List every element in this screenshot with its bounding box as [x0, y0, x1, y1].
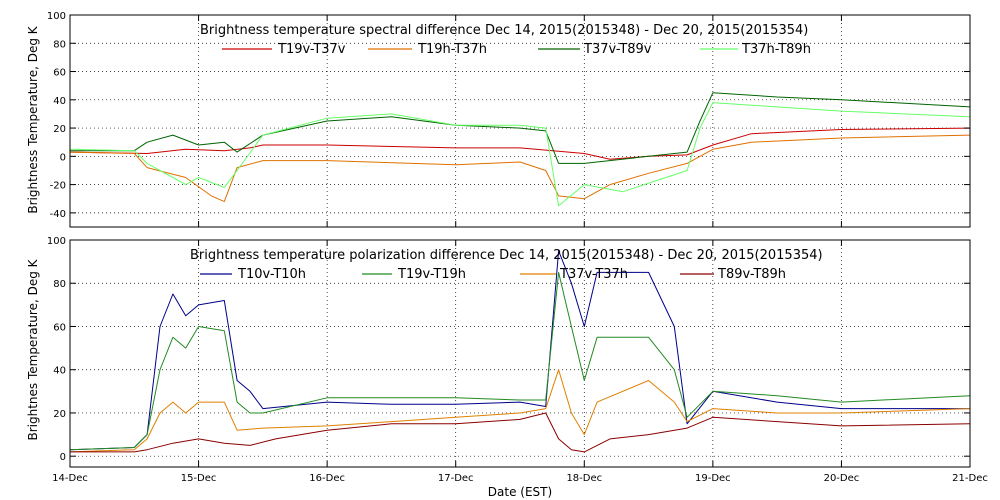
- spectral-series-t19v-t37v: [69, 127, 971, 160]
- spectral-legend-label-t19h-t37h: T19h-T37h: [417, 42, 487, 57]
- polarization-chart-title: Brightness temperature polarization diff…: [190, 248, 823, 263]
- spectral-y-tick-label: 100: [47, 11, 66, 22]
- spectral-series-t37h-t89h: [69, 102, 971, 207]
- spectral-legend-label-t19v-t37v: T19v-T37v: [277, 42, 346, 57]
- spectral-series-layer: [69, 92, 971, 207]
- polarization-series-t89v-t89h: [70, 412, 971, 453]
- x-tick-label-17-dec: 17-Dec: [438, 473, 474, 484]
- polarization-series-t37v-t37h: [69, 369, 971, 453]
- spectral-y-tick-label: 0: [60, 152, 66, 163]
- polarization-legend-label-t37v-t37h: T37v-T37h: [559, 267, 628, 282]
- polarization-legend: T10v-T10h T19v-T19h T37v-T37h T89v-T89h: [200, 267, 786, 282]
- spectral-chart-title: Brightness temperature spectral differen…: [200, 23, 808, 38]
- polarization-x-axis-title: Date (EST): [488, 485, 552, 499]
- polarization-difference-panel: 14-Dec 15-Dec 16-Dec 17-Dec 18-Dec 19-Dec 20-D…: [26, 236, 988, 499]
- x-tick-label-21-dec: 21-Dec: [952, 473, 988, 484]
- spectral-y-tick-label: -20: [50, 181, 66, 192]
- spectral-legend-label-t37v-t89v: T37v-T89v: [583, 42, 652, 57]
- spectral-y-tick-label: -40: [50, 209, 66, 220]
- polarization-y-tick-label: 20: [53, 409, 66, 420]
- x-tick-label-16-dec: 16-Dec: [309, 473, 345, 484]
- polarization-series-layer: [69, 250, 971, 453]
- spectral-legend-label-t37h-t89h: T37h-T89h: [741, 42, 811, 57]
- spectral-ticks: -40 -20 0 20 40 60 80 100: [47, 11, 971, 227]
- spectral-legend: T19v-T37v T19h-T37h T37v-T89v T37h-T89h: [222, 42, 811, 57]
- spectral-y-tick-label: 80: [53, 39, 66, 50]
- spectral-y-tick-label: 40: [53, 96, 66, 107]
- polarization-legend-label-t10v-t10h: T10v-T10h: [237, 267, 306, 282]
- polarization-series-t19v-t19h: [69, 271, 971, 451]
- x-tick-label-20-dec: 20-Dec: [824, 473, 860, 484]
- polarization-legend-label-t19v-t19h: T19v-T19h: [397, 267, 466, 282]
- spectral-series-t37v-t89v: [70, 92, 971, 164]
- polarization-series-t10v-t10h: [69, 250, 970, 451]
- spectral-y-axis-title: Brightness Temperature, Deg K: [26, 25, 40, 213]
- polarization-y-axis-title: Brightnes Temperature, Deg K: [26, 258, 40, 440]
- spectral-grid: [70, 15, 970, 227]
- spectral-difference-panel: -40 -20 0 20 40 60 80 100 Brightness temperatur…: [26, 11, 971, 228]
- spectral-y-tick-label: 20: [53, 124, 66, 135]
- spectral-y-tick-label: 60: [53, 68, 66, 79]
- x-tick-label-14-dec: 14-Dec: [52, 473, 88, 484]
- polarization-y-tick-label: 80: [53, 279, 66, 290]
- x-tick-label-15-dec: 15-Dec: [181, 473, 217, 484]
- polarization-plot-frame: [69, 239, 971, 468]
- x-tick-label-19-dec: 19-Dec: [695, 473, 731, 484]
- polarization-y-tick-label: 0: [60, 452, 66, 463]
- polarization-y-tick-label: 100: [47, 236, 66, 247]
- x-tick-label-18-dec: 18-Dec: [566, 473, 602, 484]
- polarization-y-tick-label: 60: [53, 322, 66, 333]
- polarization-y-tick-label: 40: [53, 366, 66, 377]
- polarization-ticks: 14-Dec 15-Dec 16-Dec 17-Dec 18-Dec 19-Dec 20-D…: [47, 236, 988, 484]
- polarization-legend-label-t89v-t89h: T89v-T89h: [717, 267, 786, 282]
- spectral-series-t19h-t37h: [69, 134, 971, 203]
- spectral-plot-frame: [69, 14, 971, 228]
